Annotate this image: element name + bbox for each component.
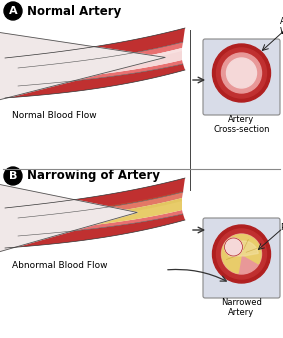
Polygon shape: [18, 42, 183, 72]
Circle shape: [216, 229, 267, 279]
Polygon shape: [22, 212, 117, 229]
Polygon shape: [5, 28, 185, 68]
Polygon shape: [5, 61, 7, 95]
Circle shape: [213, 44, 271, 102]
Polygon shape: [8, 212, 10, 243]
Polygon shape: [5, 214, 185, 248]
Text: Normal Blood Flow: Normal Blood Flow: [12, 112, 97, 121]
Polygon shape: [18, 192, 183, 222]
Text: Normal Artery: Normal Artery: [27, 4, 121, 18]
Text: Artery
Wall: Artery Wall: [280, 17, 283, 36]
FancyBboxPatch shape: [203, 218, 280, 298]
Polygon shape: [5, 178, 185, 218]
Polygon shape: [5, 64, 185, 98]
Polygon shape: [3, 210, 5, 246]
Wedge shape: [228, 241, 258, 256]
Polygon shape: [22, 48, 182, 75]
Circle shape: [224, 238, 243, 256]
Polygon shape: [22, 193, 182, 219]
Wedge shape: [222, 235, 261, 273]
Circle shape: [4, 2, 22, 20]
Circle shape: [213, 225, 271, 283]
Polygon shape: [12, 65, 14, 90]
Polygon shape: [10, 213, 12, 242]
Text: Artery
Cross-section: Artery Cross-section: [213, 115, 270, 135]
Polygon shape: [22, 198, 182, 232]
Circle shape: [4, 167, 22, 185]
Text: Narrowing of Artery: Narrowing of Artery: [27, 169, 160, 183]
Polygon shape: [8, 62, 10, 93]
Circle shape: [216, 48, 267, 98]
Polygon shape: [3, 60, 5, 96]
Text: A: A: [9, 6, 17, 16]
Text: Abnormal Blood Flow: Abnormal Blood Flow: [12, 262, 108, 270]
Polygon shape: [18, 210, 183, 236]
Text: B: B: [9, 171, 17, 181]
Polygon shape: [22, 197, 182, 223]
Polygon shape: [14, 66, 16, 89]
FancyBboxPatch shape: [203, 39, 280, 115]
Polygon shape: [5, 211, 7, 245]
Polygon shape: [10, 64, 12, 92]
Text: Plaque: Plaque: [280, 223, 283, 233]
Polygon shape: [22, 191, 182, 217]
Circle shape: [226, 58, 256, 88]
Circle shape: [222, 53, 261, 93]
Polygon shape: [22, 199, 182, 225]
Polygon shape: [17, 217, 19, 237]
Polygon shape: [12, 215, 14, 240]
Circle shape: [222, 234, 261, 274]
Polygon shape: [14, 216, 16, 239]
Text: Narrowed
Artery: Narrowed Artery: [221, 298, 262, 317]
Polygon shape: [17, 67, 19, 88]
Polygon shape: [18, 60, 183, 86]
Polygon shape: [22, 195, 182, 221]
Polygon shape: [22, 48, 182, 82]
